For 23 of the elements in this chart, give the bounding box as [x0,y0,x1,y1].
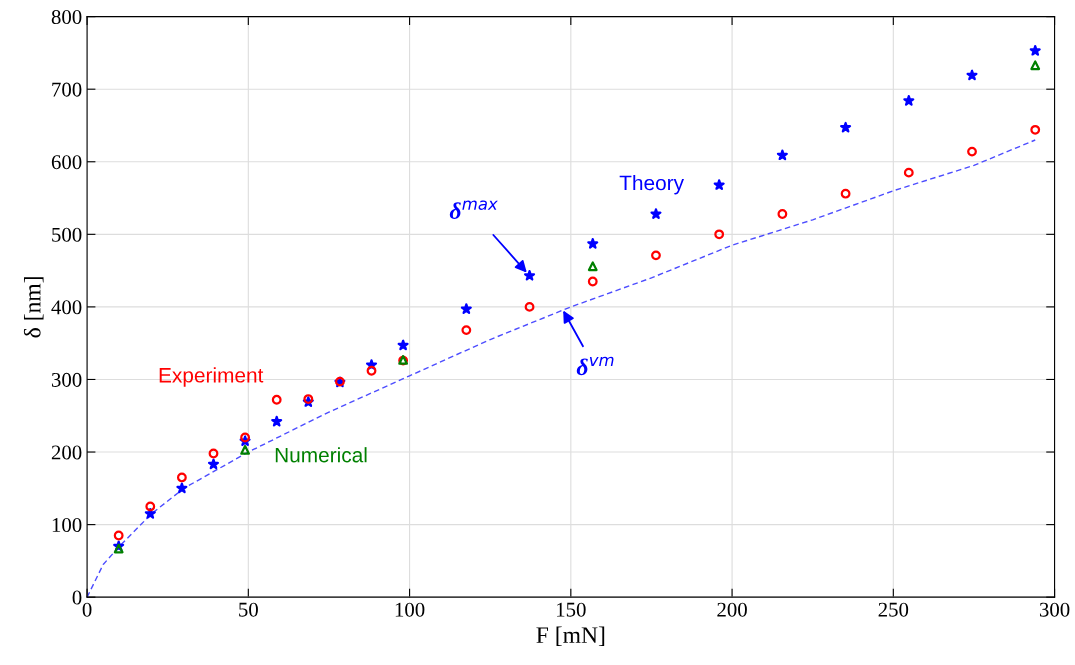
series-label: Experiment [159,367,264,387]
x-tick-label: 250 [878,602,909,617]
x-tick-label: 300 [1039,602,1070,617]
x-tick-label: 0 [82,602,92,617]
y-tick-label: 600 [51,155,82,170]
y-axis-title: δ [nm] [23,277,44,338]
annotation: δ$^{max}$ [449,200,498,219]
series-label: Theory [619,175,684,195]
y-tick-label: 500 [52,227,82,242]
series-label: Numerical [275,447,367,463]
y-tick-label: 0 [72,590,82,605]
y-tick-label: 800 [51,10,82,25]
x-tick-label: 100 [395,602,425,617]
y-tick-label: 400 [51,300,82,315]
x-tick-label: 50 [239,602,258,617]
y-tick-label: 300 [51,372,82,387]
x-tick-label: 200 [717,602,747,617]
y-tick-label: 200 [51,445,82,460]
x-axis-title: F [mN] [536,626,605,647]
annotation: δ$^{vm}$ [576,356,614,376]
y-tick-label: 700 [52,82,82,97]
y-tick-label: 100 [52,517,82,533]
x-tick-label: 150 [557,602,586,617]
